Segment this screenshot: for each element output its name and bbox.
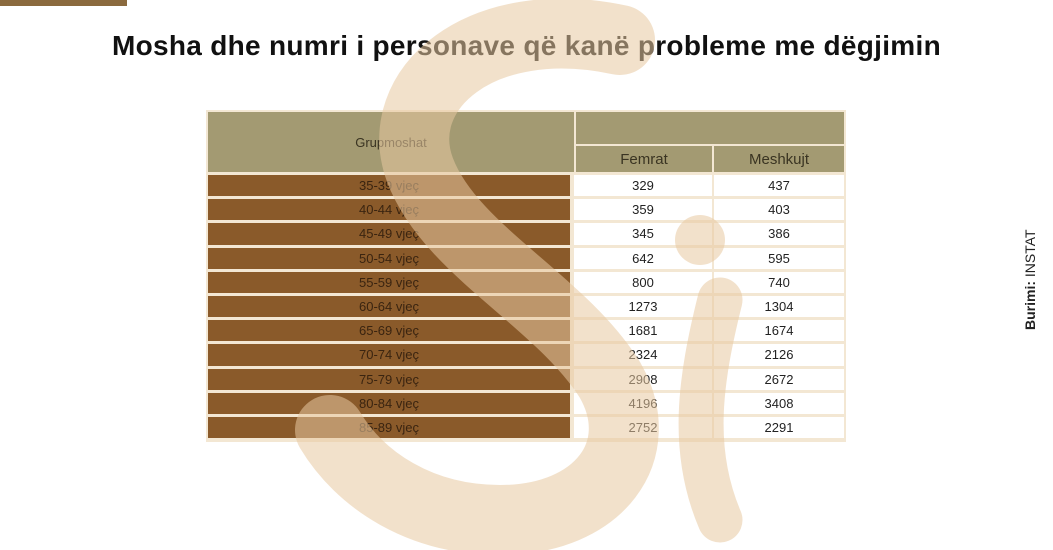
male-count: 2291 bbox=[714, 417, 844, 439]
age-group: 50-54 vjeç bbox=[208, 247, 570, 269]
age-group: 80-84 vjeç bbox=[208, 392, 570, 414]
age-group: 45-49 vjeç bbox=[208, 223, 570, 245]
age-group: 40-44 vjeç bbox=[208, 199, 570, 221]
source: Burimi: INSTAT bbox=[1022, 229, 1038, 330]
female-count: 1273 bbox=[574, 296, 712, 318]
age-group: 70-74 vjeç bbox=[208, 344, 570, 366]
male-count: 437 bbox=[714, 175, 844, 197]
age-group: 85-89 vjeç bbox=[208, 417, 570, 439]
male-count: 1304 bbox=[714, 296, 844, 318]
female-count: 800 bbox=[574, 271, 712, 293]
age-group: 75-79 vjeç bbox=[208, 368, 570, 390]
male-count: 2672 bbox=[714, 368, 844, 390]
female-count: 1681 bbox=[574, 320, 712, 342]
table: Grupmoshat Femrat Meshkujt 35-39 vjeç 329 437… bbox=[206, 110, 846, 442]
female-count: 2908 bbox=[574, 368, 712, 390]
top-bar bbox=[0, 0, 127, 6]
source-label: Burimi: bbox=[1022, 281, 1038, 330]
female-count: 642 bbox=[574, 247, 712, 269]
male-count: 403 bbox=[714, 199, 844, 221]
male-count: 1674 bbox=[714, 320, 844, 342]
male-count: 3408 bbox=[714, 392, 844, 414]
title: Mosha dhe numri i personave që kanë prob… bbox=[111, 30, 941, 61]
female-count: 359 bbox=[574, 199, 712, 221]
group-header: Grupmoshat bbox=[208, 112, 574, 172]
male-count: 595 bbox=[714, 247, 844, 269]
column-group-header bbox=[576, 112, 844, 144]
female-count: 329 bbox=[574, 175, 712, 197]
age-group: 55-59 vjeç bbox=[208, 271, 570, 293]
female-count: 345 bbox=[574, 223, 712, 245]
female-count: 2324 bbox=[574, 344, 712, 366]
column-header: Meshkujt bbox=[714, 146, 844, 172]
column-header: Femrat bbox=[576, 146, 712, 172]
male-count: 740 bbox=[714, 271, 844, 293]
source-name: INSTAT bbox=[1022, 229, 1038, 278]
age-group: 35-39 vjeç bbox=[208, 175, 570, 197]
female-count: 4196 bbox=[574, 392, 712, 414]
female-count: 2752 bbox=[574, 417, 712, 439]
male-count: 2126 bbox=[714, 344, 844, 366]
age-group: 65-69 vjeç bbox=[208, 320, 570, 342]
age-group: 60-64 vjeç bbox=[208, 296, 570, 318]
male-count: 386 bbox=[714, 223, 844, 245]
